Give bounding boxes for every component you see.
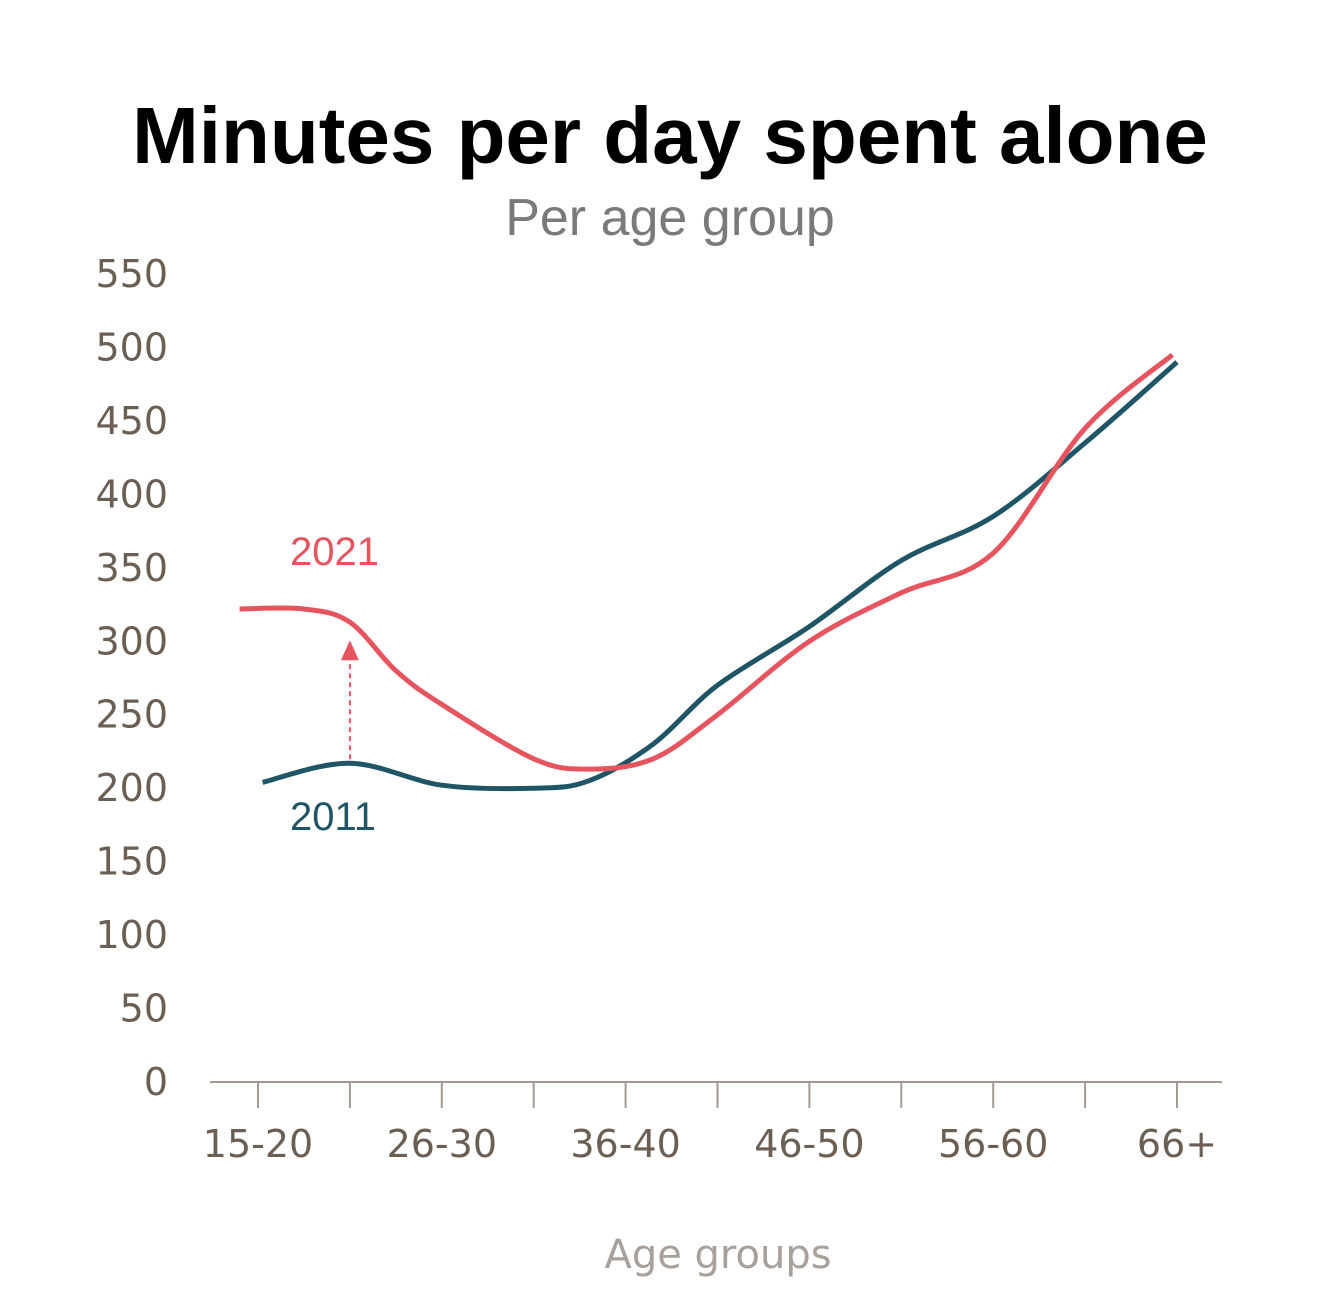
- chart-subtitle: Per age group: [505, 189, 835, 247]
- series-lines: [239, 352, 1179, 792]
- x-axis-title: Age groups: [604, 1232, 831, 1278]
- arrow-head: [340, 640, 359, 661]
- y-tick-label: 250: [95, 693, 168, 737]
- series-line-2011: [262, 360, 1179, 792]
- x-tick-label: 46-50: [754, 1122, 864, 1166]
- x-axis-tick-labels: 15-20 26-30 36-40 46-50 56-60 66+: [203, 1122, 1217, 1166]
- series-label-2021: 2021: [290, 530, 379, 574]
- y-tick-label: 150: [95, 840, 168, 884]
- y-tick-label: 50: [120, 987, 168, 1031]
- y-tick-label: 350: [95, 546, 168, 590]
- y-axis-tick-labels: 0 50 100 150 200 250 300 350 400 450 500 550: [95, 252, 168, 1104]
- chart-title: Minutes per day spent alone: [132, 91, 1208, 180]
- y-tick-label: 400: [95, 472, 168, 516]
- y-tick-label: 300: [95, 619, 168, 663]
- x-tick-label: 26-30: [387, 1122, 497, 1166]
- series-label-2011: 2011: [290, 795, 376, 839]
- series-line-2021: [239, 352, 1175, 772]
- x-tick-label: 15-20: [203, 1122, 313, 1166]
- y-tick-label: 550: [95, 252, 168, 296]
- y-tick-label: 0: [144, 1060, 168, 1104]
- x-tick-label: 56-60: [938, 1122, 1048, 1166]
- y-tick-label: 500: [95, 325, 168, 369]
- comparison-arrow: [340, 640, 359, 760]
- x-axis-ticks: [257, 1082, 1178, 1108]
- y-tick-label: 100: [95, 913, 168, 957]
- y-tick-label: 200: [95, 766, 168, 810]
- x-tick-label: 36-40: [570, 1122, 680, 1166]
- x-tick-label: 66+: [1137, 1122, 1217, 1166]
- y-tick-label: 450: [95, 399, 168, 443]
